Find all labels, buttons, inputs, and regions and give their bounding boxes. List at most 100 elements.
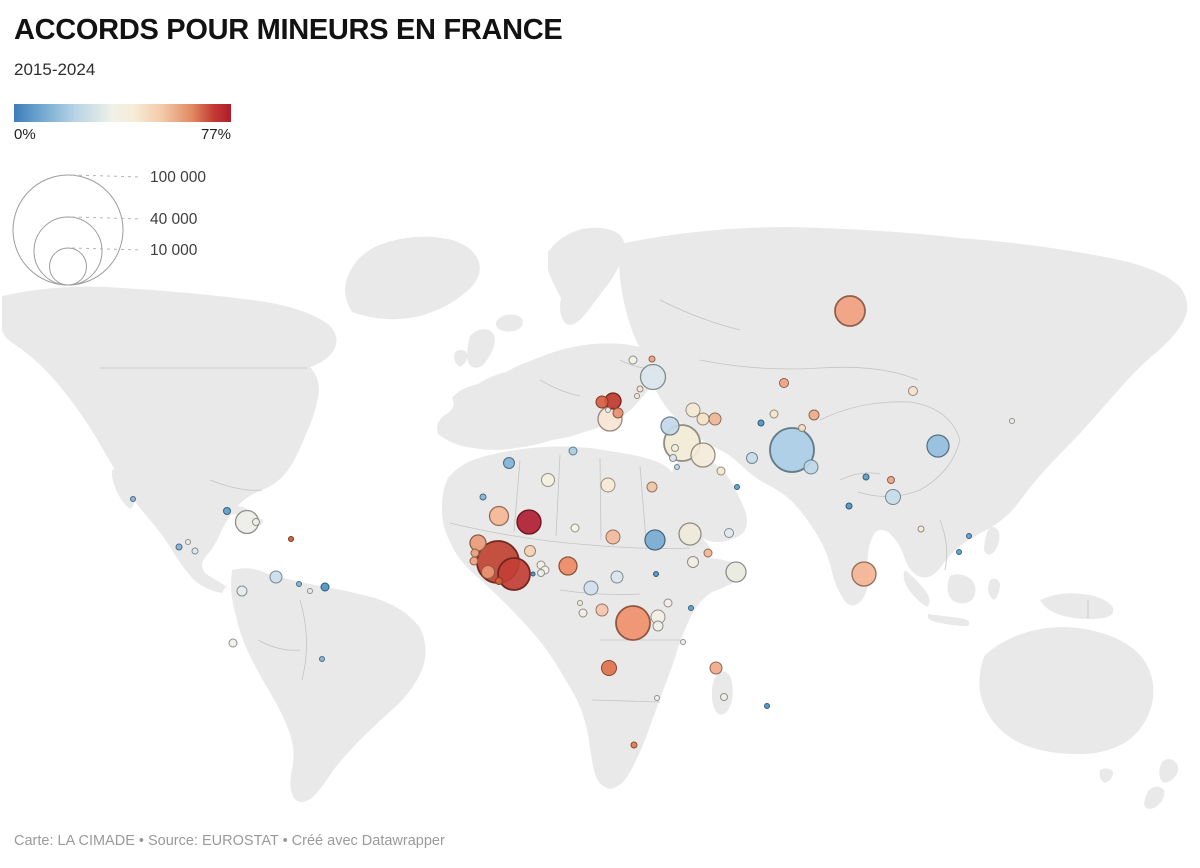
map-bubble[interactable] [636, 385, 644, 393]
map-bubble[interactable] [966, 533, 972, 539]
map-bubble[interactable] [541, 473, 555, 487]
map-bubble[interactable] [307, 588, 313, 594]
map-bubble[interactable] [808, 409, 820, 421]
map-bubble[interactable] [601, 660, 617, 676]
map-bubble[interactable] [917, 525, 925, 533]
map-bubble[interactable] [803, 459, 819, 475]
map-bubble[interactable] [605, 529, 621, 545]
map-bubble[interactable] [481, 565, 495, 579]
map-bubble[interactable] [648, 355, 656, 363]
map-bubble[interactable] [716, 466, 726, 476]
map-bubble[interactable] [653, 571, 659, 577]
map-bubble[interactable] [680, 639, 686, 645]
map-bubble[interactable] [908, 386, 918, 396]
map-bubble[interactable] [495, 577, 503, 585]
map-bubble[interactable] [568, 446, 578, 456]
map-bubble[interactable] [583, 580, 599, 596]
map-bubble[interactable] [612, 407, 624, 419]
map-bubble[interactable] [130, 496, 136, 502]
map-bubble[interactable] [660, 416, 680, 436]
map-bubble[interactable] [578, 608, 588, 618]
map-bubble[interactable] [652, 620, 664, 632]
map-bubble[interactable] [228, 638, 238, 648]
map-bubble[interactable] [488, 505, 510, 527]
map-bubble[interactable] [610, 570, 624, 584]
map-bubble[interactable] [724, 528, 734, 538]
map-bubble[interactable] [320, 582, 330, 592]
map-bubble[interactable] [779, 378, 789, 388]
map-bubble[interactable] [600, 477, 616, 493]
map-bubble[interactable] [236, 585, 248, 597]
map-bubble[interactable] [798, 424, 806, 432]
map-bubble[interactable] [175, 543, 183, 551]
map-bubble[interactable] [558, 556, 578, 576]
map-bubble[interactable] [696, 412, 710, 426]
map-bubble[interactable] [690, 442, 716, 468]
map-bubble[interactable] [887, 476, 895, 484]
map-bubble[interactable] [709, 661, 723, 675]
map-bubble[interactable] [191, 547, 199, 555]
map-bubble[interactable] [577, 600, 583, 606]
size-legend-circle [33, 216, 103, 286]
map-bubble[interactable] [1009, 418, 1015, 424]
map-bubble[interactable] [663, 598, 673, 608]
map-bubble[interactable] [615, 605, 651, 641]
map-bubble[interactable] [319, 656, 325, 662]
map-bubble[interactable] [530, 571, 536, 577]
map-bubble[interactable] [639, 363, 667, 391]
header: ACCORDS POUR MINEURS EN FRANCE 2015-2024 [14, 14, 563, 80]
map-bubble[interactable] [634, 393, 640, 399]
map-bubble[interactable] [688, 605, 694, 611]
map-bubble[interactable] [595, 395, 609, 409]
map-bubble[interactable] [646, 481, 658, 493]
map-bubble[interactable] [956, 549, 962, 555]
map-bubble[interactable] [654, 695, 660, 701]
map-bubble[interactable] [671, 444, 679, 452]
map-bubble[interactable] [764, 703, 770, 709]
map-bubble[interactable] [834, 295, 866, 327]
map-bubble[interactable] [746, 452, 758, 464]
map-bubble[interactable] [469, 534, 487, 552]
map-bubble[interactable] [926, 434, 950, 458]
map-bubble[interactable] [469, 556, 479, 566]
size-legend-circle [12, 174, 124, 286]
map-bubble[interactable] [605, 407, 611, 413]
map-bubble[interactable] [630, 741, 638, 749]
map-bubble[interactable] [516, 509, 542, 535]
map-bubble[interactable] [503, 457, 515, 469]
map-bubble[interactable] [851, 561, 877, 587]
map-bubble[interactable] [497, 557, 531, 591]
map-bubble[interactable] [269, 570, 283, 584]
map-bubble[interactable] [734, 484, 740, 490]
map-bubble[interactable] [685, 402, 701, 418]
map-bubble[interactable] [757, 419, 765, 427]
map-bubble[interactable] [570, 523, 580, 533]
map-bubble[interactable] [862, 473, 870, 481]
map-bubble[interactable] [185, 539, 191, 545]
map-bubble[interactable] [769, 409, 779, 419]
map-bubble[interactable] [678, 522, 702, 546]
map-bubble[interactable] [674, 464, 680, 470]
map-bubble[interactable] [708, 412, 722, 426]
color-legend: 0% 77% [14, 104, 231, 143]
map-bubble[interactable] [725, 561, 747, 583]
map-bubble[interactable] [845, 502, 853, 510]
map-bubble[interactable] [669, 454, 677, 462]
map-bubble[interactable] [703, 548, 713, 558]
map-bubble[interactable] [470, 548, 480, 558]
map-bubble[interactable] [479, 493, 487, 501]
map-bubble[interactable] [720, 693, 728, 701]
map-bubble[interactable] [288, 536, 294, 542]
map-bubble[interactable] [252, 518, 260, 526]
map-bubble[interactable] [644, 529, 666, 551]
map-bubble[interactable] [595, 603, 609, 617]
map-bubble[interactable] [296, 581, 302, 587]
map-bubble[interactable] [885, 489, 901, 505]
map-bubble[interactable] [223, 507, 231, 515]
map-bubble[interactable] [769, 427, 815, 473]
map-bubble[interactable] [628, 355, 638, 365]
map-bubble[interactable] [687, 556, 699, 568]
map-bubble[interactable] [524, 545, 536, 557]
subtitle: 2015-2024 [14, 60, 96, 79]
map-bubble[interactable] [537, 569, 545, 577]
